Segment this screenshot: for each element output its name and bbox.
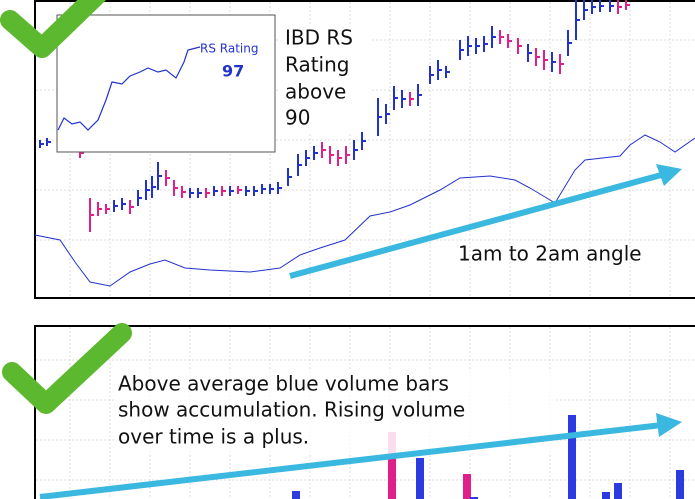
volume-bar <box>388 432 396 499</box>
volume-bar <box>614 483 622 499</box>
note-backdrop <box>280 24 372 132</box>
arrow-head <box>656 413 682 437</box>
price-note: above <box>285 80 346 104</box>
volume-panel <box>34 325 695 499</box>
volume-arrow <box>39 422 663 499</box>
price-note: IBD RS <box>285 26 353 50</box>
price-note: Rating <box>285 53 349 77</box>
volume-note: Above average blue volume bars <box>118 372 449 396</box>
price-note: 90 <box>285 106 310 130</box>
inset-value: 97 <box>222 62 244 81</box>
volume-bar <box>676 470 684 499</box>
volume-bar <box>568 415 576 499</box>
volume-bar <box>470 497 478 499</box>
checkmark <box>2 323 132 414</box>
rs-inset <box>56 14 276 153</box>
checkmark <box>0 0 107 58</box>
note-backdrop <box>115 370 555 455</box>
rs-line <box>34 134 695 287</box>
inset-label: RS Rating <box>200 42 258 56</box>
volume-note: show accumulation. Rising volume <box>118 398 465 422</box>
price-panel <box>34 0 695 299</box>
volume-note: over time is a plus. <box>118 425 309 449</box>
volume-bar <box>416 458 424 499</box>
angle-arrow <box>289 171 666 279</box>
volume-bar <box>602 492 610 499</box>
volume-bars <box>292 415 684 499</box>
angle-note: 1am to 2am angle <box>458 242 642 266</box>
volume-bar <box>463 474 471 499</box>
inset-rs-line <box>57 46 201 131</box>
price-bars <box>39 0 630 232</box>
arrow-head <box>656 164 682 186</box>
volume-bar <box>292 491 300 499</box>
